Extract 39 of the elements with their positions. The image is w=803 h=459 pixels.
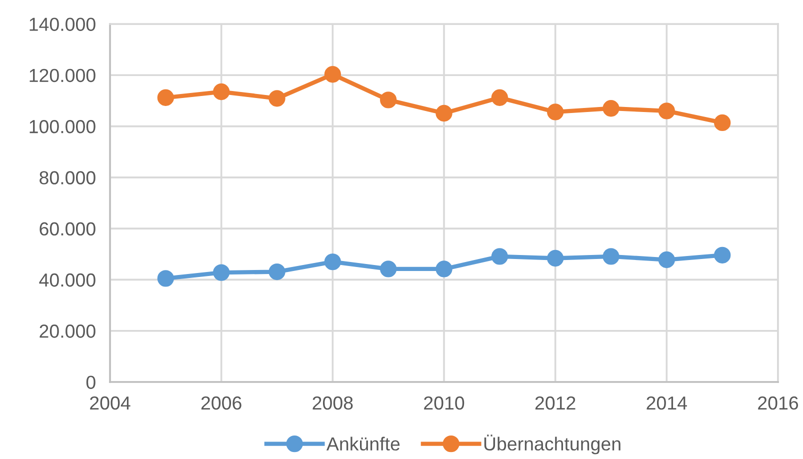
point (157, 89, 174, 106)
point (547, 104, 564, 120)
point (436, 104, 452, 122)
x-tick-label: 2010 (424, 396, 464, 410)
y-tick-label: 60.000 (40, 222, 96, 236)
x-tick-label: 2014 (646, 396, 687, 410)
y-tick-label: 0 (86, 376, 96, 389)
point (268, 263, 286, 280)
point (324, 66, 341, 83)
point (213, 264, 230, 281)
point (547, 250, 564, 267)
point (602, 100, 620, 117)
point (380, 92, 397, 108)
point (714, 114, 731, 132)
y-tick-label: 140.000 (30, 18, 96, 31)
x-tick-label: 2008 (312, 396, 353, 410)
point (157, 270, 174, 287)
x-tick-label: 2012 (535, 396, 576, 410)
legend-label: Übernachtungen (484, 434, 620, 454)
y-tick-label: 40.000 (39, 273, 96, 287)
point (268, 90, 286, 107)
point (213, 83, 230, 100)
x-tick-label: 2004 (90, 396, 130, 410)
x-tick-label: 2006 (201, 396, 242, 410)
point (602, 248, 620, 265)
point (658, 102, 675, 120)
legend-label: Ankünfte (326, 436, 400, 451)
point (491, 248, 508, 265)
y-tick-label: 120.000 (30, 68, 96, 82)
point (491, 89, 508, 106)
point (658, 251, 675, 268)
y-tick-label: 20.000 (40, 324, 96, 338)
point (324, 253, 341, 270)
y-tick-label: 100.000 (30, 120, 96, 134)
point (380, 260, 397, 278)
point (436, 260, 452, 278)
y-tick-label: 80.000 (40, 171, 96, 184)
point (714, 246, 731, 264)
x-tick-label: 2016 (758, 396, 798, 410)
